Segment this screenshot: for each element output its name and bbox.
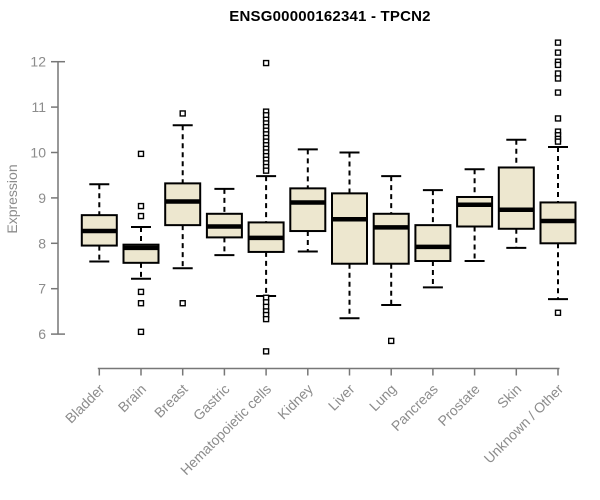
y-tick-label: 9 <box>38 190 46 206</box>
y-tick-label: 12 <box>30 54 46 70</box>
x-tick-label: Breast <box>151 381 191 421</box>
outlier-point-breast <box>179 300 186 307</box>
box-prostate <box>456 195 494 228</box>
outlier-point-brain <box>137 202 145 210</box>
outlier-point-unknown-other <box>554 115 562 122</box>
outlier-point-hematopoietic-cells <box>262 315 270 323</box>
y-tick-label: 7 <box>38 281 46 297</box>
x-tick-label: Bladder <box>62 381 108 427</box>
outlier-point-brain <box>137 328 145 336</box>
outlier-point-brain <box>137 288 145 296</box>
outlier-point-breast <box>179 110 186 117</box>
outlier-point-unknown-other <box>554 309 562 316</box>
box-liver <box>331 192 368 265</box>
box-skin <box>497 166 535 230</box>
x-tick-label: Liver <box>325 381 358 414</box>
outlier-point-unknown-other <box>554 89 562 96</box>
outlier-point-unknown-other <box>554 138 562 145</box>
outlier-point-lung <box>388 337 395 345</box>
box-kidney <box>289 187 327 233</box>
y-tick-label: 6 <box>38 326 46 342</box>
outlier-point-hematopoietic-cells <box>262 167 270 174</box>
y-axis-label: Expression <box>4 164 20 234</box>
outlier-point-brain <box>137 212 145 220</box>
box-pancreas <box>414 224 452 263</box>
box-breast <box>164 182 202 227</box>
y-tick-label: 10 <box>30 145 46 161</box>
box-lung <box>372 212 410 265</box>
chart-title: ENSG00000162341 - TPCN2 <box>229 8 431 25</box>
outlier-point-unknown-other <box>554 75 562 82</box>
x-tick-label: Brain <box>115 381 149 415</box>
outlier-point-hematopoietic-cells <box>262 59 270 67</box>
outlier-point-unknown-other <box>554 49 562 56</box>
x-tick-label: Kidney <box>274 381 316 423</box>
y-tick-label: 11 <box>31 99 46 115</box>
x-tick-label: Lung <box>366 381 399 414</box>
x-tick-label: Unknown / Other <box>481 381 567 467</box>
outlier-point-unknown-other <box>554 39 562 46</box>
outlier-point-unknown-other <box>554 61 562 69</box>
y-tick-label: 8 <box>38 235 46 251</box>
outlier-point-unknown-other <box>554 70 562 77</box>
outlier-point-hematopoietic-cells <box>262 348 270 355</box>
outlier-point-brain <box>137 300 145 307</box>
x-tick-label: Prostate <box>435 381 483 429</box>
x-tick-label: Skin <box>494 381 525 412</box>
outlier-point-brain <box>137 150 145 158</box>
